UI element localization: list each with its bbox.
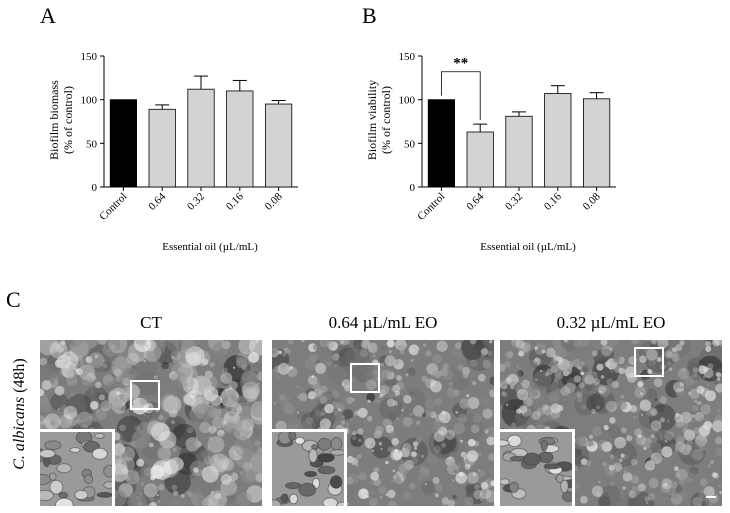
- inset-texture: [40, 432, 112, 506]
- y-tick-label: 150: [399, 51, 416, 63]
- micrograph-ct: [40, 340, 262, 506]
- y-axis-label-line1: Biofilm biomass: [47, 80, 61, 160]
- panel-label-a: A: [40, 3, 56, 28]
- significance-label: **: [453, 56, 468, 72]
- micrograph-032: [500, 340, 722, 506]
- y-tick-label: 50: [404, 138, 416, 150]
- x-tick-label: 0.32: [503, 191, 525, 213]
- x-axis-label: Essential oil (µL/mL): [162, 241, 258, 253]
- image-title-032: 0.32 µL/mL EO: [556, 313, 666, 332]
- zoom-inset: [500, 429, 575, 506]
- y-axis-label-line1: Biofilm viability: [365, 80, 379, 160]
- x-tick-label: 0.08: [581, 190, 603, 212]
- bar: [187, 88, 215, 188]
- roi-box: [130, 380, 160, 410]
- x-tick-label: Control: [415, 191, 447, 223]
- bar: [427, 99, 455, 188]
- plot-area: 0 50 100 150 Control 0.64 0.32 0.16 0.08 **: [399, 51, 616, 223]
- y-tick-label: 0: [410, 182, 416, 194]
- y-axis-label-line2: (% of control): [379, 86, 393, 154]
- row-label: C. albicans (48h): [11, 358, 28, 470]
- y-axis-label-line2: (% of control): [61, 86, 75, 154]
- bar: [544, 93, 572, 188]
- roi-box: [634, 347, 664, 377]
- y-tick-label: 0: [92, 182, 98, 194]
- y-tick-label: 150: [81, 51, 98, 63]
- bar: [466, 131, 494, 188]
- significance-bracket: [440, 71, 481, 121]
- scale-bar: [706, 496, 716, 498]
- x-tick-label: 0.64: [464, 190, 486, 212]
- chart-biofilm-viability: Biofilm viability (% of control) Essenti…: [365, 51, 616, 253]
- y-tick-label: 100: [81, 95, 98, 107]
- panel-label-b: B: [362, 3, 377, 28]
- zoom-inset: [40, 429, 115, 506]
- bar: [109, 99, 137, 188]
- bar: [505, 115, 533, 188]
- image-title-ct: CT: [140, 313, 162, 332]
- image-title-064: 0.64 µL/mL EO: [328, 313, 438, 332]
- bar: [226, 90, 254, 188]
- inset-texture: [272, 432, 344, 506]
- y-tick-label: 50: [86, 138, 98, 150]
- roi-box: [350, 363, 380, 393]
- y-tick-label: 100: [399, 95, 416, 107]
- inset-texture: [500, 434, 572, 503]
- x-tick-label: 0.16: [542, 190, 564, 212]
- x-axis-label: Essential oil (µL/mL): [480, 241, 576, 253]
- bar: [583, 98, 611, 188]
- zoom-inset: [272, 429, 347, 506]
- panel-label-c: C: [6, 287, 21, 312]
- chart-biofilm-biomass: Biofilm biomass (% of control) Essential…: [47, 51, 298, 253]
- micrograph-064: [272, 340, 494, 506]
